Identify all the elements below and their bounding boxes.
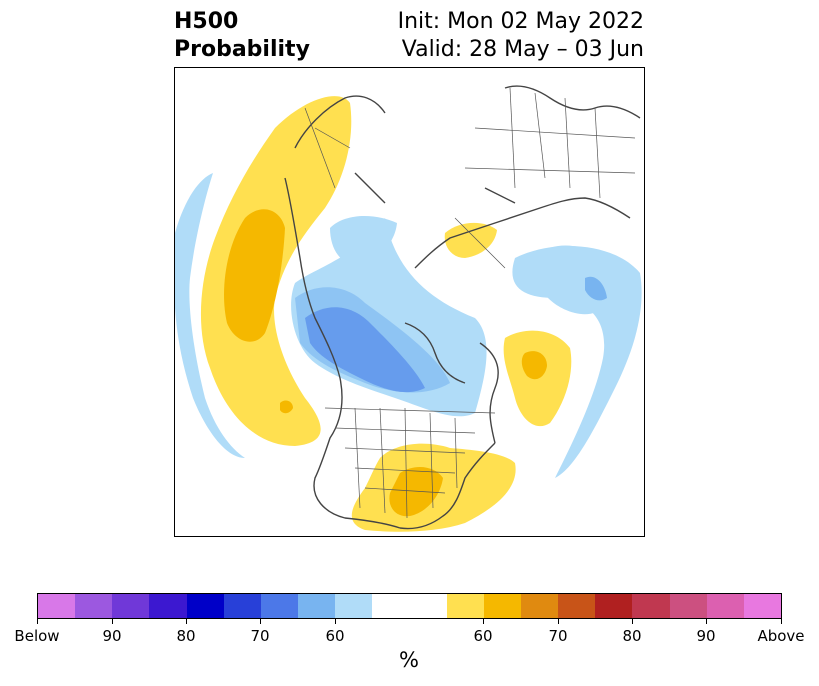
colorbar-cell: [223, 594, 261, 618]
product-label: Probability: [174, 37, 310, 62]
above-70-southeast-us: [389, 466, 443, 517]
colorbar-tick-mark: [186, 619, 187, 624]
colorbar-cell: [335, 594, 373, 618]
colorbar-tick-label: 60: [473, 627, 493, 645]
colorbar-tick-label: 70: [250, 627, 270, 645]
above-70-north-atlantic: [521, 351, 547, 380]
colorbar-cell: [446, 594, 484, 618]
below-65-siberia: [585, 276, 607, 301]
variable-label: H500: [174, 9, 239, 34]
coastlines: [284, 85, 641, 530]
probability-map: [175, 85, 642, 532]
colorbar-tick-mark: [260, 619, 261, 624]
colorbar-tick-mark: [632, 619, 633, 624]
colorbar-cell: [149, 594, 187, 618]
colorbar-cell: [706, 594, 744, 618]
title-left: H500 Probability: [174, 8, 310, 64]
colorbar-tick-mark: [706, 619, 707, 624]
above-60-europe: [444, 222, 497, 258]
colorbar-cell: [595, 594, 633, 618]
colorbar-cell: [112, 594, 150, 618]
colorbar-unit: %: [399, 648, 419, 672]
colorbar-tick-label: 60: [325, 627, 345, 645]
probability-colorbar: [37, 593, 782, 619]
colorbar-tick-label: 80: [622, 627, 642, 645]
colorbar-cell: [669, 594, 707, 618]
colorbar-tick-mark: [37, 619, 38, 624]
colorbar-cell: [632, 594, 670, 618]
init-date: Init: Mon 02 May 2022: [397, 9, 644, 34]
colorbar-cell: [558, 594, 596, 618]
colorbar-cell: [372, 594, 447, 618]
colorbar-cell: [260, 594, 299, 618]
valid-range: Valid: 28 May – 03 Jun: [401, 37, 644, 62]
colorbar-cell: [75, 594, 113, 618]
title-right: Init: Mon 02 May 2022 Valid: 28 May – 03…: [398, 8, 644, 64]
colorbar-cell: [186, 594, 224, 618]
colorbar-tick-label: Below: [14, 627, 60, 645]
colorbar-tick-mark: [335, 619, 336, 624]
colorbar-cell: [38, 594, 76, 618]
below-65-canada: [295, 287, 450, 393]
colorbar-tick-label: 80: [176, 627, 196, 645]
colorbar-cell: [483, 594, 522, 618]
political-borders: [304, 87, 636, 519]
colorbar-tick-label: 90: [696, 627, 716, 645]
below-60-east-pacific: [175, 173, 245, 458]
colorbar-tick-mark: [558, 619, 559, 624]
colorbar-cell: [298, 594, 336, 618]
map-panel: [174, 67, 645, 537]
colorbar-cell: [743, 594, 782, 618]
colorbar-tick-label: 70: [548, 627, 568, 645]
colorbar-cell: [521, 594, 559, 618]
colorbar-tick-mark: [781, 619, 782, 624]
colorbar-tick-mark: [483, 619, 484, 624]
below-60-north-atlantic: [512, 246, 642, 478]
above-70-west-na-core: [224, 209, 285, 342]
above-70-pacific-spot: [280, 400, 293, 414]
below-60-north-pacific-top: [330, 216, 397, 264]
colorbar-tick-label: 90: [102, 627, 122, 645]
colorbar-tick-label: Above: [757, 627, 805, 645]
colorbar-tick-mark: [112, 619, 113, 624]
